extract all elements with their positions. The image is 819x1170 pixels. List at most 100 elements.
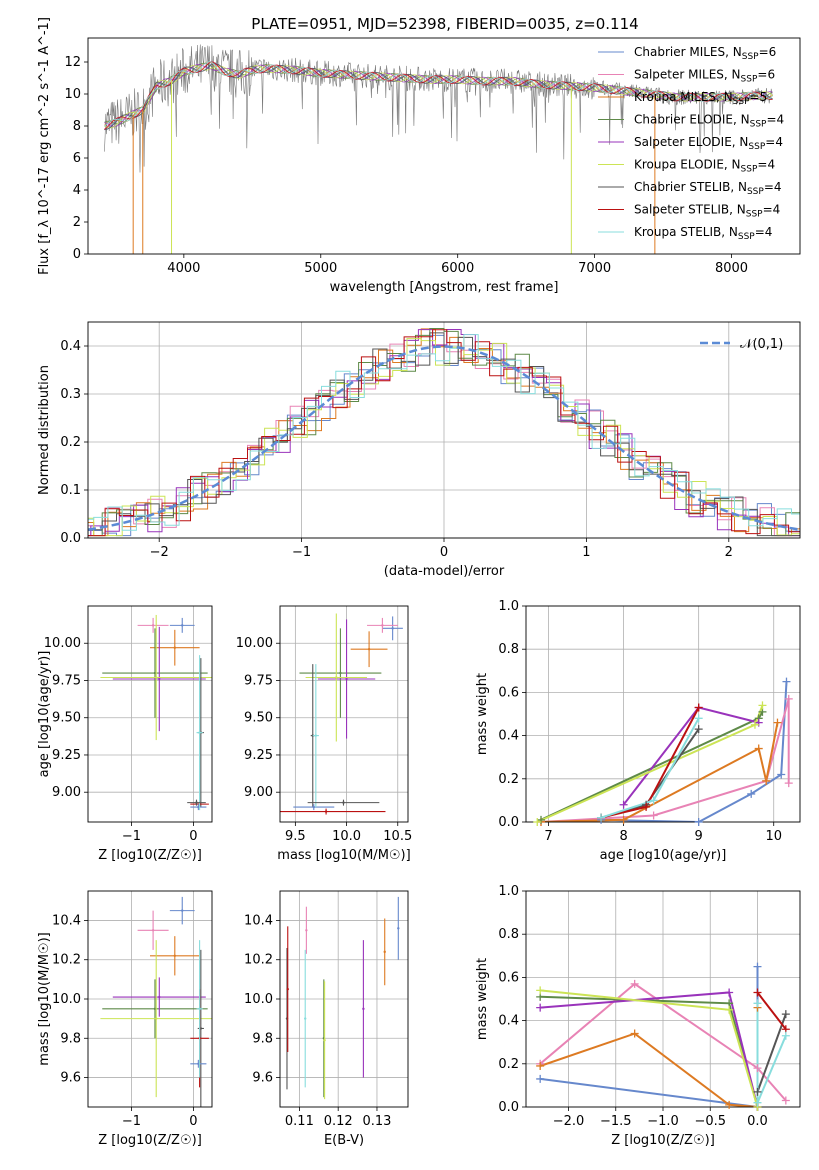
y-tick-label: 1.0 (498, 599, 519, 614)
data-point-5 (323, 1039, 326, 1042)
x-tick-label: 7000 (578, 261, 611, 276)
weight-line-7 (756, 991, 787, 1030)
data-point-5 (155, 1017, 158, 1020)
axes-frame (279, 890, 409, 1108)
data-point-7 (324, 810, 328, 813)
weight-marker (649, 796, 658, 805)
x-axis-label: (data-model)/error (384, 564, 505, 579)
data-point-2 (383, 950, 386, 954)
data-point-4 (345, 677, 348, 681)
weight-marker (649, 811, 658, 820)
y-axis-label: mass [log10(M/M☉)] (37, 932, 52, 1065)
y-tick-label: 4 (73, 183, 81, 198)
data-point-3 (153, 671, 157, 675)
axes-frame (279, 605, 409, 823)
plot-mass_vs_ebv: 0.11 0.12 0.13 9.6 9.8 10.0 10.2 10.4 E(B-V) (244, 890, 409, 1148)
y-tick-label: 10.4 (244, 913, 273, 928)
data-point-8 (197, 1062, 200, 1066)
legend-count: =4 (765, 135, 783, 149)
y-tick-label: 9.6 (252, 1071, 273, 1086)
figure-title: PLATE=0951, MJD=52398, FIBERID=0035, z=0… (251, 15, 638, 33)
x-tick-label: 1 (582, 545, 590, 560)
legend-entry-0: Chabrier MILES, NSSP=6 (634, 45, 776, 62)
data-point-1 (151, 624, 155, 627)
plot-body-weight_vs_age (536, 681, 790, 822)
y-tick-label: 10.4 (52, 913, 81, 928)
x-tick-label: 0.12 (324, 1114, 353, 1129)
x-axis-label: Z [log10(Z/Z☉)] (98, 1133, 202, 1148)
x-tick-label: 0 (189, 829, 197, 844)
y-axis-label: age [log10(age/yr)] (37, 651, 52, 778)
model-curve-8 (104, 61, 773, 127)
weight-marker (725, 1100, 734, 1109)
plot-weight_vs_Z: −2.0 −1.5 −1.0 −0.5 0.0 0.0 0.2 0.4 0.6 0.8 1.0 Z [… (475, 884, 801, 1148)
model-curve-7 (104, 61, 773, 130)
legend-subscript: SSP (741, 75, 758, 85)
y-tick-label: 0.8 (498, 927, 519, 942)
weight-marker (694, 714, 703, 723)
weight-marker (597, 813, 606, 822)
x-tick-label: −1 (292, 545, 311, 560)
weight-marker (619, 815, 628, 824)
y-tick-label: 0.4 (498, 729, 519, 744)
weight-marker (758, 701, 767, 710)
data-point-1 (151, 929, 155, 932)
weight-marker (753, 1087, 762, 1096)
y-tick-label: 0.0 (60, 531, 81, 546)
legend-count: =4 (764, 180, 782, 194)
axes-frame (87, 890, 213, 1108)
weight-marker (642, 802, 651, 811)
data-point-8 (312, 805, 315, 809)
legend-subscript: SSP (748, 142, 765, 152)
histogram-7 (88, 329, 800, 537)
y-tick-label: 0.3 (60, 387, 81, 402)
data-point-9 (314, 734, 318, 737)
legend-subscript: SSP (747, 187, 764, 197)
y-tick-label: 0.4 (498, 1014, 519, 1029)
y-tick-label: 9.75 (244, 673, 273, 688)
y-tick-label: 10.00 (44, 636, 81, 651)
data-point-0 (397, 927, 400, 930)
x-axis-label: Z [log10(Z/Z☉)] (611, 1133, 715, 1148)
plot-body-mass_vs_ebv (285, 896, 400, 1100)
weight-marker (725, 988, 734, 997)
x-tick-label: −1.5 (600, 1114, 632, 1129)
data-point-0 (391, 627, 394, 630)
y-tick-label: 10.2 (244, 953, 273, 968)
legend-entry-6: Chabrier STELIB, NSSP=4 (634, 180, 782, 197)
weight-marker (630, 979, 639, 988)
y-tick-label: 0 (73, 247, 81, 262)
weight-marker (753, 962, 762, 971)
weight-marker (536, 1003, 545, 1012)
data-point-1 (381, 624, 384, 627)
y-tick-label: 8 (73, 119, 81, 134)
y-tick-label: 0.1 (60, 483, 81, 498)
weight-marker (781, 1010, 790, 1019)
weight-marker (536, 1074, 545, 1083)
y-tick-label: 0.2 (498, 772, 519, 787)
x-axis-label: mass [log10(M/M☉)] (277, 848, 410, 863)
data-point-8 (304, 1017, 307, 1020)
weight-marker (777, 770, 786, 779)
x-tick-label: 0 (189, 1114, 197, 1129)
weight-marker (694, 818, 703, 826)
y-axis-label: Normed distribution (37, 365, 52, 495)
x-tick-label: 8000 (715, 261, 748, 276)
data-point-5 (155, 676, 158, 679)
legend-count: =4 (757, 158, 775, 172)
y-tick-label: 0.4 (60, 339, 81, 354)
weight-marker (619, 800, 628, 809)
data-point-8 (197, 805, 200, 809)
plot-mass_vs_Z: −1 0 9.6 9.8 10.0 10.2 10.4 Z [log10(Z/Z☉)] mass… (37, 890, 213, 1148)
weight-marker (784, 694, 793, 703)
data-point-4 (158, 995, 161, 999)
y-tick-label: 9.00 (52, 785, 81, 800)
weight-marker (784, 779, 793, 788)
plot-age_vs_mass: 9.5 10.0 10.5 9.00 9.25 9.50 9.75 10.00 mass [lo… (236, 605, 412, 863)
y-axis-label: mass weight (475, 673, 490, 755)
axes-frame (87, 321, 801, 539)
y-tick-label: 9.50 (244, 711, 273, 726)
weight-marker (754, 744, 763, 753)
weight-line-3 (540, 711, 764, 821)
